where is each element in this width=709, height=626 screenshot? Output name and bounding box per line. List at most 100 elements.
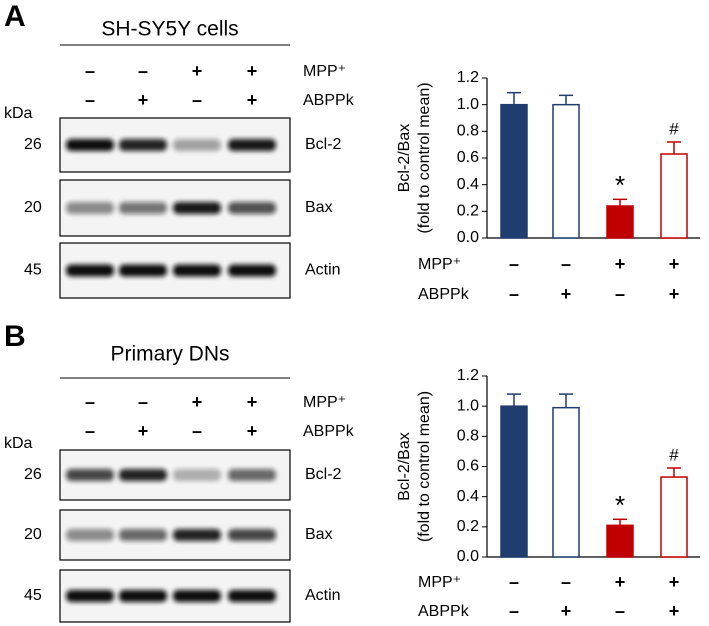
blot-band bbox=[228, 529, 276, 541]
y-tick-label: 0.2 bbox=[457, 518, 479, 535]
y-axis-label: (fold to control mean) bbox=[416, 82, 433, 233]
blot-band bbox=[119, 529, 167, 541]
treatment-sign: – bbox=[561, 572, 571, 592]
blot-band bbox=[119, 264, 167, 277]
bar bbox=[660, 153, 688, 239]
significance-mark: # bbox=[669, 119, 679, 138]
treatment-sign: + bbox=[669, 572, 680, 592]
treatment-sign: + bbox=[192, 392, 203, 412]
kda-unit: kDa bbox=[4, 435, 33, 452]
blot-band bbox=[173, 590, 221, 602]
bar bbox=[552, 103, 580, 239]
treatment-sign: – bbox=[509, 572, 519, 592]
blot-band bbox=[66, 264, 114, 277]
treatment-sign: + bbox=[669, 284, 680, 304]
blot-label: Bcl-2 bbox=[305, 466, 342, 483]
blot-band bbox=[173, 202, 221, 214]
bar bbox=[606, 205, 634, 239]
significance-mark: * bbox=[615, 490, 625, 520]
kda-value: 45 bbox=[24, 262, 42, 279]
blot-band bbox=[228, 590, 276, 602]
y-tick-label: 1.2 bbox=[457, 69, 479, 86]
treatment-label: MPP⁺ bbox=[418, 256, 461, 273]
treatment-sign: – bbox=[615, 284, 625, 304]
y-axis-label: Bcl-2/Bax bbox=[396, 432, 413, 500]
blot-band bbox=[66, 590, 114, 602]
y-tick-label: 0.8 bbox=[457, 123, 479, 140]
treatment-sign: + bbox=[192, 61, 203, 81]
treatment-sign: – bbox=[192, 90, 202, 110]
blot-band bbox=[173, 139, 221, 151]
treatment-sign: – bbox=[509, 601, 519, 621]
treatment-label: MPP⁺ bbox=[418, 574, 461, 591]
bar bbox=[660, 476, 688, 558]
y-tick-label: 1.0 bbox=[457, 96, 479, 113]
kda-unit: kDa bbox=[4, 105, 33, 122]
kda-value: 20 bbox=[24, 526, 42, 543]
kda-value: 20 bbox=[24, 199, 42, 216]
treatment-sign: – bbox=[509, 254, 519, 274]
treatment-sign: + bbox=[247, 61, 258, 81]
bar bbox=[500, 103, 528, 239]
blot-band bbox=[119, 590, 167, 602]
blot-label: Bax bbox=[305, 199, 333, 216]
treatment-label: MPP⁺ bbox=[303, 63, 346, 80]
treatment-sign: – bbox=[85, 392, 95, 412]
y-tick-label: 0.6 bbox=[457, 458, 479, 475]
blot-label: Actin bbox=[305, 587, 341, 604]
blot-band bbox=[228, 139, 276, 151]
blot-band bbox=[66, 139, 114, 151]
blot-band bbox=[228, 202, 276, 214]
treatment-sign: + bbox=[247, 90, 258, 110]
significance-mark: # bbox=[669, 445, 679, 464]
treatment-sign: + bbox=[561, 601, 572, 621]
bar bbox=[500, 405, 528, 558]
treatment-sign: + bbox=[615, 572, 626, 592]
treatment-sign: + bbox=[138, 421, 149, 441]
treatment-sign: + bbox=[669, 254, 680, 274]
y-tick-label: 0.0 bbox=[457, 229, 479, 246]
treatment-label: ABPPk bbox=[418, 286, 470, 303]
treatment-sign: – bbox=[85, 61, 95, 81]
blot-band bbox=[66, 469, 114, 481]
treatment-sign: + bbox=[138, 90, 149, 110]
y-tick-label: 0.2 bbox=[457, 203, 479, 220]
panel-title: SH-SY5Y cells bbox=[101, 18, 238, 41]
y-tick-label: 0.4 bbox=[457, 176, 479, 193]
treatment-sign: + bbox=[561, 284, 572, 304]
blot-band bbox=[228, 264, 276, 277]
bar bbox=[552, 406, 580, 558]
treatment-sign: – bbox=[138, 61, 148, 81]
treatment-sign: + bbox=[247, 392, 258, 412]
treatment-label: ABPPk bbox=[418, 603, 470, 620]
treatment-label: ABPPk bbox=[303, 423, 355, 440]
panel-letter: A bbox=[4, 0, 26, 33]
treatment-label: ABPPk bbox=[303, 92, 355, 109]
treatment-sign: – bbox=[138, 392, 148, 412]
blot-band bbox=[119, 469, 167, 481]
blot-band bbox=[173, 469, 221, 481]
blot-band bbox=[66, 202, 114, 214]
blot-band bbox=[228, 469, 276, 481]
treatment-sign: + bbox=[669, 601, 680, 621]
blot-label: Actin bbox=[305, 262, 341, 279]
y-tick-label: 1.2 bbox=[457, 367, 479, 384]
blot-band bbox=[119, 139, 167, 151]
treatment-sign: – bbox=[509, 284, 519, 304]
blot-band bbox=[173, 529, 221, 541]
blot-band bbox=[66, 529, 114, 541]
significance-mark: * bbox=[615, 170, 625, 200]
blot-band bbox=[119, 202, 167, 214]
treatment-sign: – bbox=[615, 601, 625, 621]
panel-title: Primary DNs bbox=[111, 343, 230, 366]
treatment-sign: – bbox=[85, 90, 95, 110]
treatment-sign: – bbox=[561, 254, 571, 274]
panel-letter: B bbox=[4, 320, 26, 353]
kda-value: 26 bbox=[24, 136, 42, 153]
blot-label: Bcl-2 bbox=[305, 136, 342, 153]
y-axis-label: Bcl-2/Bax bbox=[396, 124, 413, 192]
treatment-sign: + bbox=[247, 421, 258, 441]
kda-value: 45 bbox=[24, 587, 42, 604]
y-tick-label: 0.4 bbox=[457, 488, 479, 505]
